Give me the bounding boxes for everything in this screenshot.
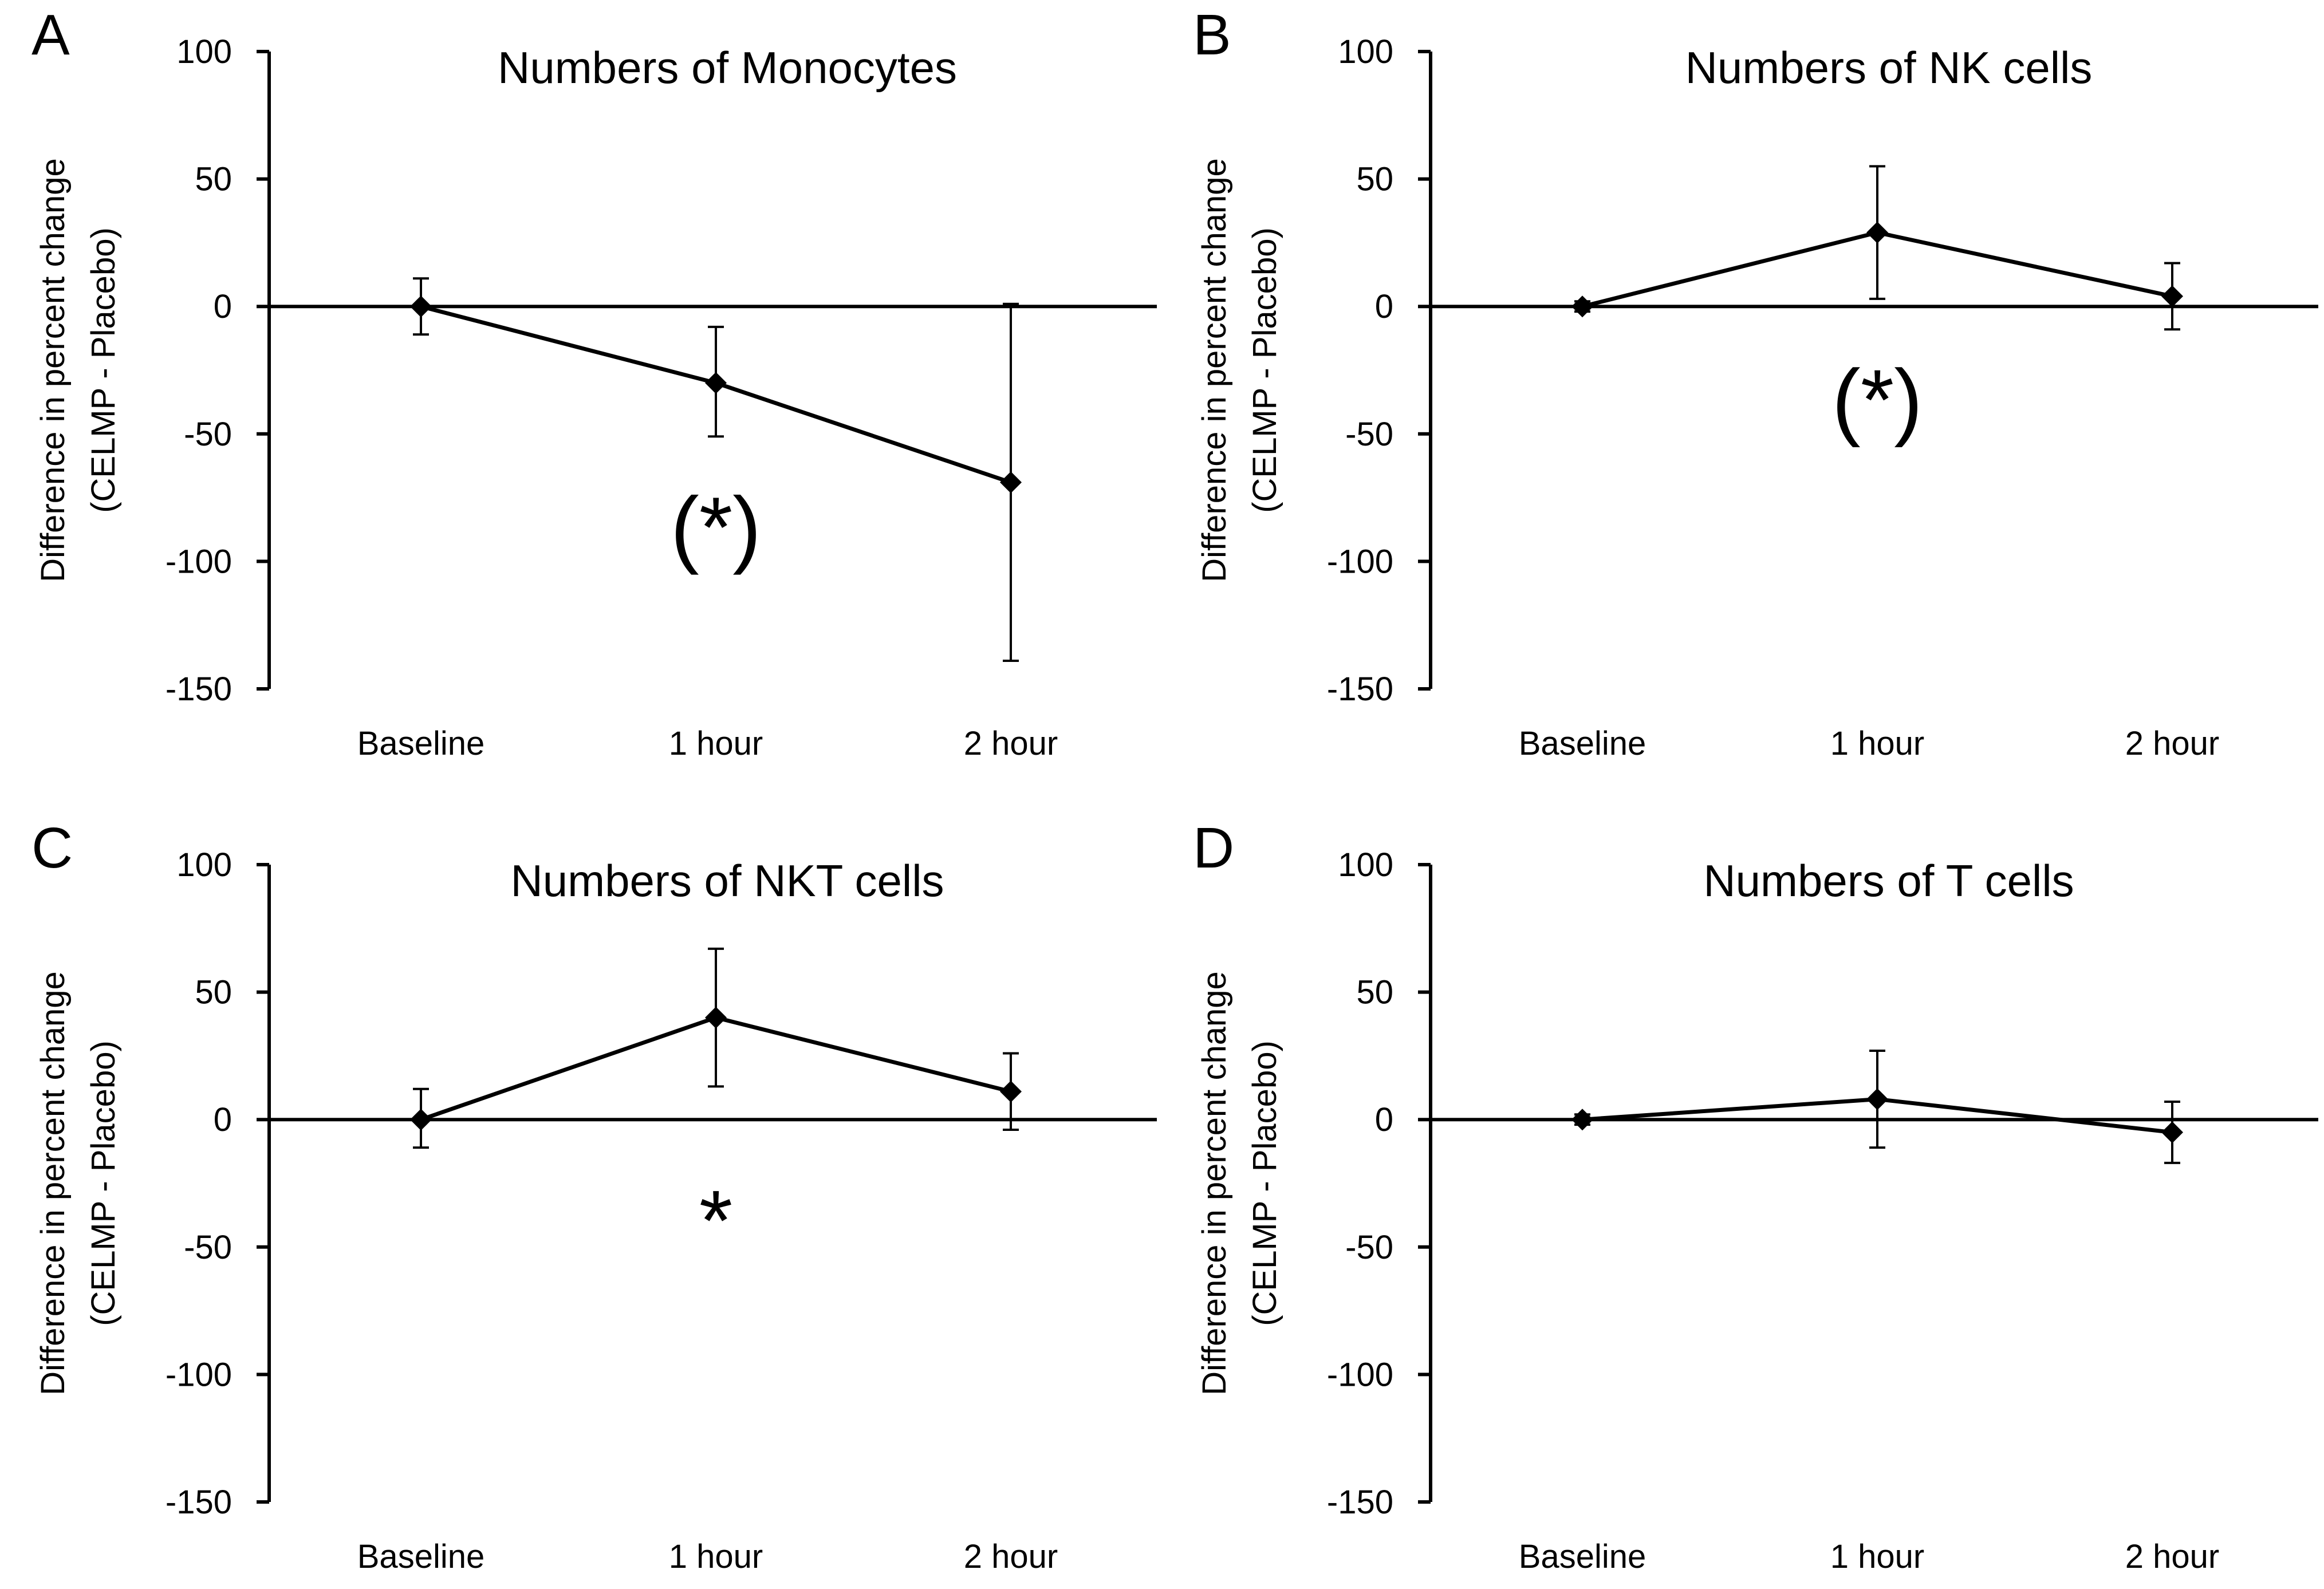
significance-annotation: (*) (671, 479, 761, 575)
y-axis-label-line2: (CELMP - Placebo) (1246, 1040, 1283, 1326)
x-tick-label: 2 hour (2125, 725, 2219, 762)
x-tick-label: 1 hour (669, 1538, 763, 1575)
panel-letter: A (31, 3, 70, 67)
y-tick-label: 100 (176, 846, 232, 884)
y-tick-label: -50 (184, 416, 232, 453)
y-axis-label-line2: (CELMP - Placebo) (85, 1040, 122, 1326)
y-tick-label: 0 (1375, 1101, 1393, 1138)
y-tick-label: -100 (166, 543, 232, 580)
chart-title: Numbers of Monocytes (498, 42, 957, 93)
y-tick-label: -150 (166, 671, 232, 708)
data-point-marker (705, 372, 727, 394)
y-axis-label-line2: (CELMP - Placebo) (85, 227, 122, 513)
y-tick-label: 50 (1356, 161, 1393, 198)
data-point-marker (2161, 1121, 2183, 1144)
x-tick-label: 2 hour (2125, 1538, 2219, 1575)
chart-title: Numbers of NKT cells (510, 855, 944, 906)
panel-letter: B (1193, 3, 1231, 67)
panel-A: A Numbers of Monocytes Difference in perce… (31, 3, 1157, 762)
x-tick-label: Baseline (357, 1538, 485, 1575)
x-tick-label: 1 hour (1830, 725, 1924, 762)
y-tick-label: 50 (195, 161, 232, 198)
panel-letter: D (1193, 816, 1234, 880)
y-tick-label: 0 (214, 1101, 232, 1138)
x-tick-label: 2 hour (964, 725, 1058, 762)
panel-letter: C (31, 816, 73, 880)
y-tick-label: 100 (176, 33, 232, 70)
y-axis-label-line1: Difference in percent change (34, 971, 72, 1395)
x-tick-label: 1 hour (1830, 1538, 1924, 1575)
data-point-marker (410, 295, 432, 318)
y-tick-label: -150 (166, 1484, 232, 1521)
x-tick-label: Baseline (1519, 1538, 1646, 1575)
significance-annotation: (*) (1832, 352, 1923, 448)
data-point-marker (1866, 1088, 1888, 1110)
y-tick-label: 0 (1375, 288, 1393, 325)
y-tick-label: -50 (1345, 1229, 1393, 1266)
y-tick-label: -100 (1327, 543, 1393, 580)
x-tick-label: 1 hour (669, 725, 763, 762)
chart-title: Numbers of T cells (1703, 855, 2074, 906)
y-axis-label-line1: Difference in percent change (34, 158, 72, 582)
y-tick-label: 100 (1338, 846, 1393, 884)
y-tick-label: 50 (195, 974, 232, 1011)
panel-B: B Numbers of NK cells Difference in percen… (1193, 3, 2318, 762)
data-point-marker (1000, 471, 1022, 494)
y-tick-label: -100 (166, 1356, 232, 1393)
data-point-marker (1866, 222, 1888, 244)
data-point-marker (1000, 1081, 1022, 1103)
y-tick-label: -150 (1327, 1484, 1393, 1521)
y-axis-label-line1: Difference in percent change (1196, 971, 1233, 1395)
panel-D: D Numbers of T cells Difference in percent… (1193, 816, 2318, 1575)
chart-title: Numbers of NK cells (1685, 42, 2093, 93)
y-tick-label: -150 (1327, 671, 1393, 708)
x-tick-label: Baseline (1519, 725, 1646, 762)
data-point-marker (1571, 1109, 1593, 1131)
y-tick-label: 0 (214, 288, 232, 325)
data-point-marker (1571, 295, 1593, 318)
significance-annotation: * (699, 1172, 732, 1268)
y-tick-label: 100 (1338, 33, 1393, 70)
panel-C: C Numbers of NKT cells Difference in perce… (31, 816, 1157, 1575)
x-tick-label: Baseline (357, 725, 485, 762)
y-tick-label: -50 (1345, 416, 1393, 453)
y-axis-label-line2: (CELMP - Placebo) (1246, 227, 1283, 513)
y-tick-label: -100 (1327, 1356, 1393, 1393)
data-point-marker (410, 1109, 432, 1131)
y-tick-label: -50 (184, 1229, 232, 1266)
data-point-marker (705, 1007, 727, 1029)
data-point-marker (2161, 285, 2183, 307)
y-axis-label-line1: Difference in percent change (1196, 158, 1233, 582)
x-tick-label: 2 hour (964, 1538, 1058, 1575)
y-tick-label: 50 (1356, 974, 1393, 1011)
